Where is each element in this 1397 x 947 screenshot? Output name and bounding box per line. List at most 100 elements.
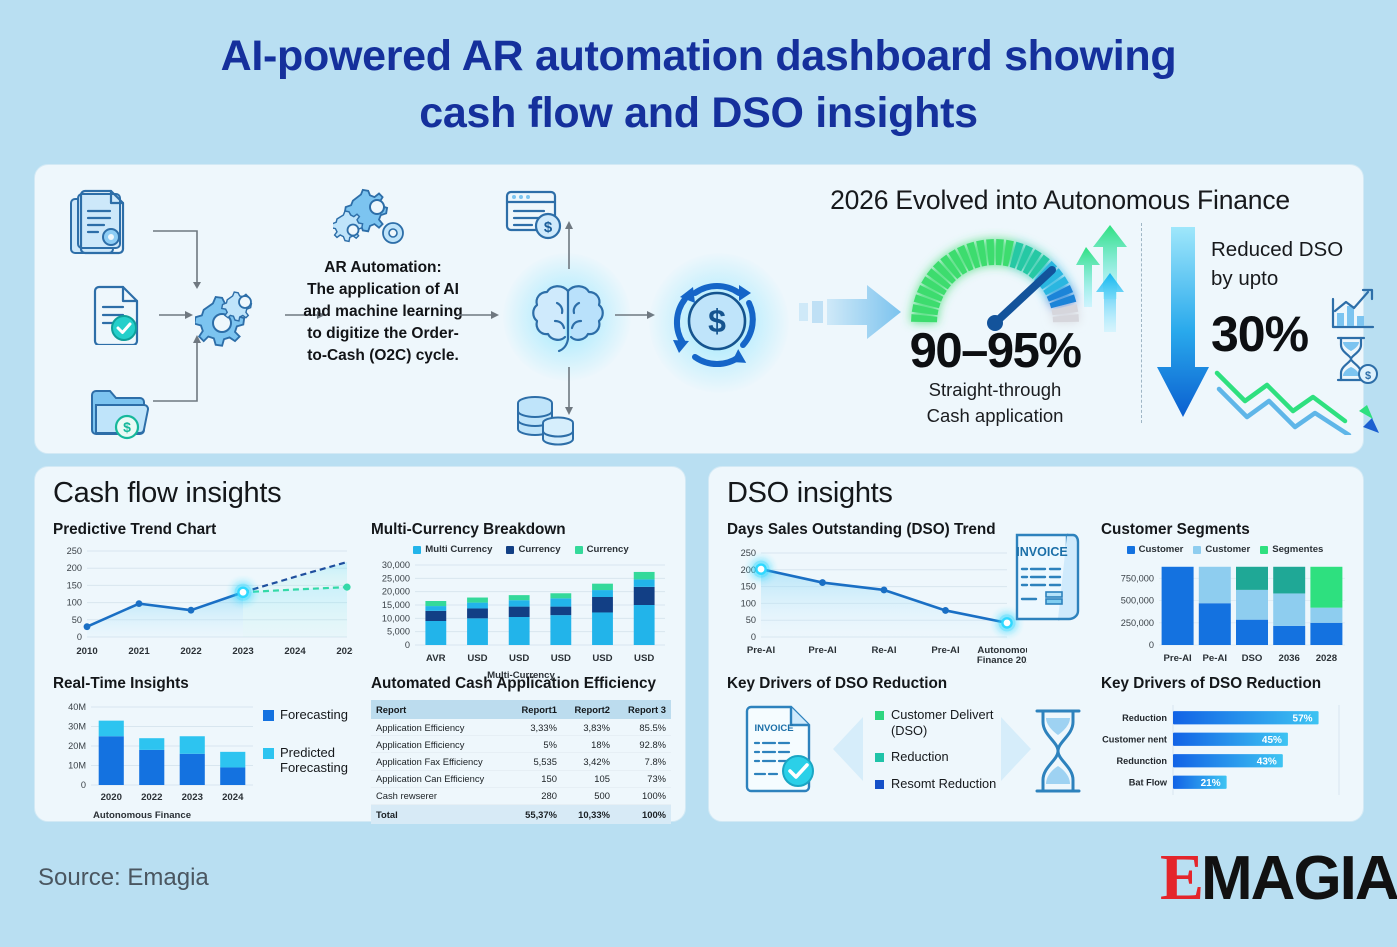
- straight-through-percent: 90–95%: [909, 324, 1082, 378]
- svg-text:50: 50: [746, 615, 756, 625]
- chart-growth-icon: [1331, 288, 1375, 329]
- legend-item-0: Multi Currency: [413, 544, 492, 555]
- svg-text:Pre-AI: Pre-AI: [931, 645, 960, 656]
- customer-segments-legend: Customer Customer Segmentes: [1101, 544, 1349, 555]
- table-cell: Application Efficiency: [371, 735, 509, 754]
- gears-icon: [195, 291, 253, 347]
- table-cell: 280: [508, 787, 562, 805]
- source-label: Source: Emagia: [38, 864, 209, 891]
- svg-text:$: $: [123, 419, 131, 435]
- invoice-icon: INVOICE: [1015, 533, 1080, 621]
- ar-def-line-5: to-Cash (O2C) cycle.: [307, 347, 459, 364]
- kd-legend-item-1: Reduction: [875, 749, 1005, 765]
- flow-arrow-mid-left: [159, 311, 193, 319]
- cs-legend-label-0: Customer: [1138, 544, 1184, 555]
- table-row: Application Fax Efficiency 5,535 3,42% 7.8%: [371, 752, 671, 771]
- svg-text:Autonomous: Autonomous: [977, 645, 1027, 656]
- key-drivers-bar-chart: Reduction 57% Customer nent 45% Redunction 43…: [1102, 705, 1340, 795]
- emagia-logo: EMAGIATM: [1160, 840, 1397, 916]
- svg-text:43%: 43%: [1257, 756, 1277, 767]
- cs-legend-label-2: Segmentes: [1272, 544, 1324, 555]
- legend-label-1: Currency: [518, 544, 561, 555]
- table-cell: 92.8%: [614, 735, 671, 754]
- svg-text:Customer nent: Customer nent: [1102, 735, 1167, 745]
- svg-text:$: $: [708, 303, 726, 339]
- svg-text:0: 0: [405, 640, 410, 650]
- svg-text:750,000: 750,000: [1121, 573, 1154, 583]
- brain-icon: [532, 285, 604, 353]
- table-cell: 105: [561, 770, 615, 788]
- svg-text:50: 50: [72, 615, 82, 625]
- flow-arrow-brain-down: [565, 367, 573, 415]
- svg-text:150: 150: [741, 582, 756, 592]
- legend-label-forecasting: Forecasting: [280, 707, 348, 722]
- cash-flow-section-title: Cash flow insights: [53, 477, 282, 509]
- autonomous-finance-heading: 2026 Evolved into Autonomous Finance: [830, 185, 1290, 215]
- table-cell: 3,42%: [561, 752, 615, 771]
- svg-text:30,000: 30,000: [382, 560, 410, 570]
- gauge-icon: [900, 223, 1090, 333]
- svg-text:20,000: 20,000: [382, 587, 410, 597]
- svg-text:Re-AI: Re-AI: [871, 645, 896, 656]
- table-cell: 5%: [508, 735, 562, 754]
- big-transition-arrow: [799, 285, 901, 339]
- table-header-row: Report Report1 Report2 Report 3: [371, 700, 671, 719]
- ar-automation-overview-panel: $ AR Automation:: [34, 164, 1379, 454]
- table-total-row: Total 55,37% 10,33% 100%: [371, 804, 671, 824]
- efficiency-table-title: Automated Cash Application Efficiency: [371, 675, 657, 692]
- invoice-label: INVOICE: [1016, 545, 1067, 559]
- ar-def-line-3: and machine learning: [303, 303, 463, 320]
- svg-text:30M: 30M: [68, 722, 86, 732]
- kd-label-2: Resomt Reduction: [891, 775, 997, 791]
- table-cell: 3,33%: [508, 719, 562, 737]
- svg-text:AVR: AVR: [426, 653, 446, 664]
- svg-text:25,000: 25,000: [382, 573, 410, 583]
- table-header-report2: Report2: [561, 700, 615, 719]
- dso-section-title: DSO insights: [727, 477, 893, 509]
- cs-legend-swatch-2: [1260, 545, 1269, 554]
- cs-legend-swatch-1: [1193, 545, 1202, 554]
- invoice-check-label: INVOICE: [754, 723, 793, 734]
- invoice-dollar-icon: $: [505, 190, 562, 240]
- table-header-report: Report: [371, 700, 509, 719]
- table-cell: 7.8%: [614, 752, 671, 771]
- trend-down-lines-icon: [1214, 370, 1379, 435]
- legend-label-predicted: Predicted Forecasting: [280, 745, 348, 775]
- svg-text:0: 0: [1149, 640, 1154, 650]
- svg-text:2022: 2022: [180, 646, 201, 657]
- key-drivers-right-card: Key Drivers of DSO Reduction Reduction 57…: [1101, 675, 1349, 816]
- svg-text:40M: 40M: [68, 702, 86, 712]
- cs-legend-swatch-0: [1126, 545, 1135, 554]
- cs-legend-label-1: Customer: [1205, 544, 1251, 555]
- svg-text:21%: 21%: [1201, 778, 1221, 789]
- table-cell: 5,535: [508, 752, 562, 771]
- legend-swatch-1: [506, 545, 515, 554]
- realtime-insights-title: Real-Time Insights: [53, 675, 189, 692]
- customer-segments-card: Customer Segments Customer Customer Segmen…: [1101, 521, 1349, 674]
- logo-e: E: [1160, 841, 1204, 914]
- table-cell: 85.5%: [614, 719, 671, 737]
- svg-text:200: 200: [67, 563, 82, 573]
- table-total-cell: 100%: [614, 804, 671, 824]
- dso-insights-panel: DSO insights Days Sales Outstanding (DSO…: [708, 466, 1364, 822]
- kd-legend-item-0: Customer Delivert (DSO): [875, 707, 1005, 738]
- svg-text:10M: 10M: [68, 761, 86, 771]
- multi-currency-legend: Multi Currency Currency Currency: [371, 544, 671, 555]
- svg-text:0: 0: [751, 632, 756, 642]
- svg-text:250,000: 250,000: [1121, 618, 1154, 628]
- ar-def-line-1: AR Automation:: [324, 259, 442, 276]
- key-drivers-left-title: Key Drivers of DSO Reduction: [727, 675, 948, 692]
- cs-legend-item-1: Customer: [1193, 544, 1250, 555]
- cs-legend-item-0: Customer: [1126, 544, 1184, 555]
- svg-text:2022: 2022: [141, 792, 162, 803]
- svg-text:Redunction: Redunction: [1116, 756, 1167, 766]
- svg-text:100: 100: [67, 598, 82, 608]
- efficiency-table-card: Automated Cash Application Efficiency Re…: [371, 675, 671, 824]
- chevron-right-icon: [1001, 717, 1031, 781]
- table-cell: 500: [561, 787, 615, 805]
- key-drivers-right-title: Key Drivers of DSO Reduction: [1101, 675, 1322, 692]
- svg-text:100: 100: [741, 598, 756, 608]
- svg-text:45%: 45%: [1262, 735, 1282, 746]
- svg-text:Pre-AI: Pre-AI: [808, 645, 837, 656]
- panel-divider: [1141, 223, 1142, 423]
